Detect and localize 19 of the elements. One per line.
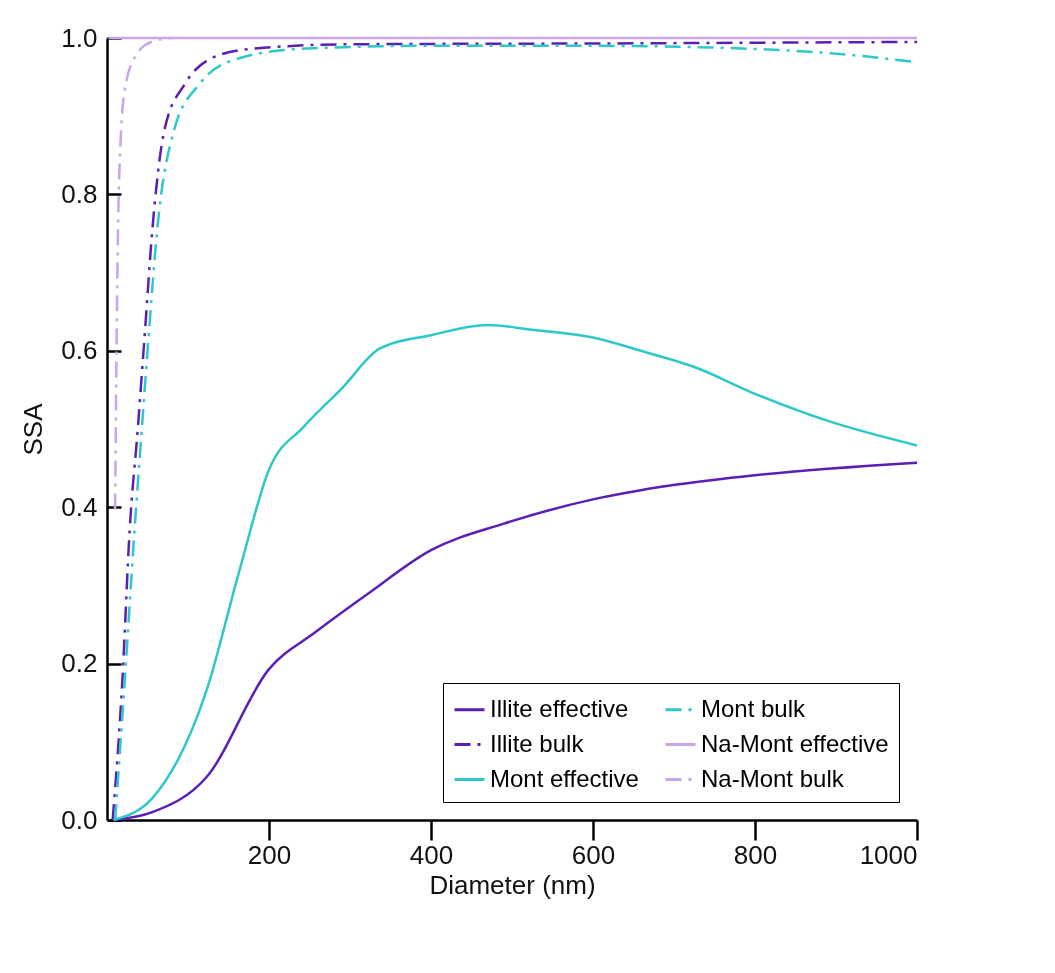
x-tick-label: 600 xyxy=(571,839,616,870)
y-axis-title: SSA xyxy=(18,402,49,456)
legend-label: Na-Mont effective xyxy=(701,729,889,757)
x-tick-label: 200 xyxy=(247,839,292,870)
y-tick-label: 0.6 xyxy=(61,335,98,366)
y-tick-label: 0.2 xyxy=(61,648,98,679)
legend-label: Mont effective xyxy=(490,764,639,792)
legend-label: Na-Mont bulk xyxy=(701,764,845,792)
y-tick-label: 0.4 xyxy=(61,491,98,522)
y-tick-label: 0.0 xyxy=(61,804,98,835)
legend-label: Mont bulk xyxy=(701,694,807,722)
x-tick-label: 1000 xyxy=(859,839,918,870)
y-tick-label: 0.8 xyxy=(61,178,98,209)
x-axis-title: Diameter (nm) xyxy=(429,869,596,900)
x-tick-label: 400 xyxy=(409,839,454,870)
legend-label: Illite bulk xyxy=(490,729,585,757)
y-tick-label: 1.0 xyxy=(61,22,98,53)
legend-label: Illite effective xyxy=(490,694,629,722)
x-tick-label: 800 xyxy=(733,839,778,870)
